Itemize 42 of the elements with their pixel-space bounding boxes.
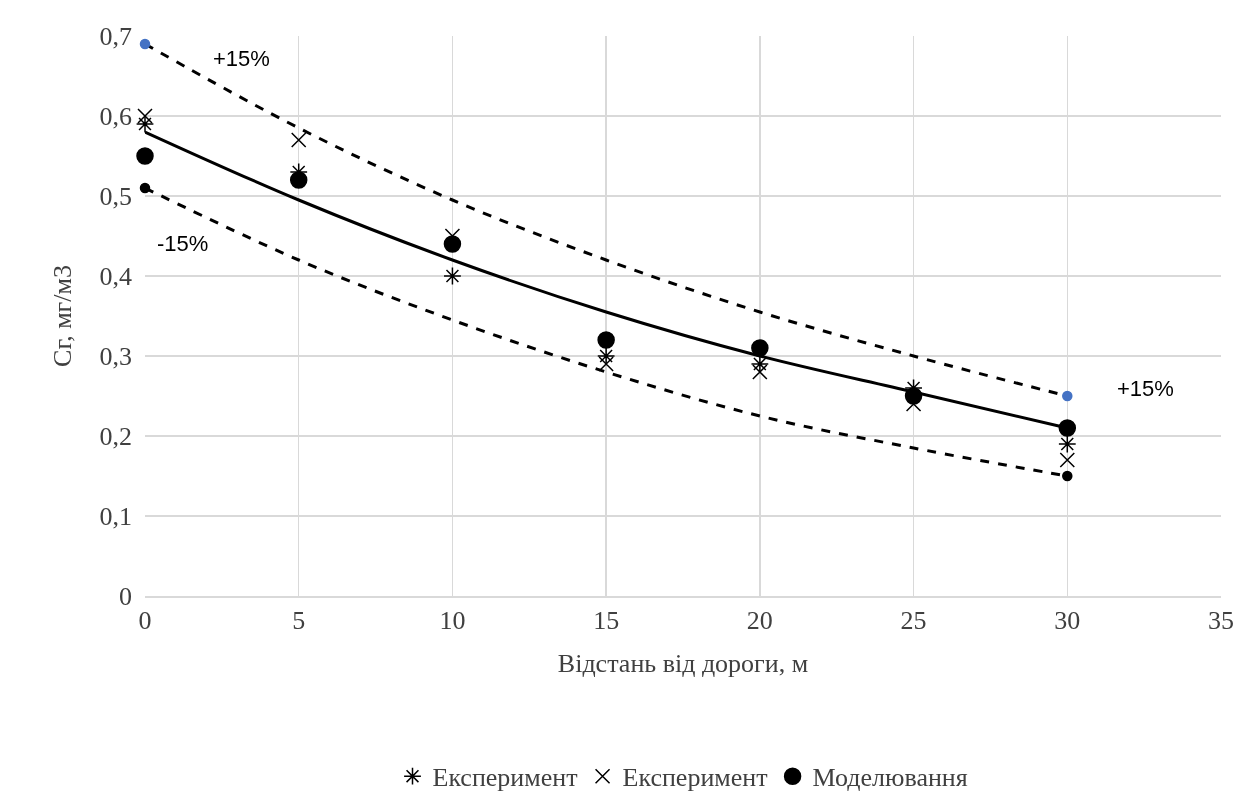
point <box>750 354 770 374</box>
legend-label: Експеримент <box>622 763 768 793</box>
point <box>751 339 769 357</box>
point <box>1059 452 1076 468</box>
legend-label: Експеримент <box>432 763 578 793</box>
annotation: +15% <box>1117 376 1174 401</box>
point <box>289 171 308 189</box>
x-axis-title: Відстань від дороги, м <box>557 649 809 679</box>
y-tick-label: 0,4 <box>99 262 132 292</box>
point <box>597 331 615 349</box>
x-tick-label: 5 <box>292 605 306 635</box>
x-tick-label: 10 <box>439 605 466 635</box>
point <box>752 364 768 380</box>
point <box>136 147 154 165</box>
point <box>290 132 307 148</box>
legend-label: Моделювання <box>812 763 968 793</box>
point <box>1062 470 1073 482</box>
point <box>598 356 614 372</box>
x-tick-label: 35 <box>1208 605 1234 635</box>
point <box>139 38 151 50</box>
y-tick-label: 0,6 <box>99 102 132 132</box>
y-tick-label: 0,7 <box>99 22 132 52</box>
y-tick-label: 0,1 <box>99 502 132 532</box>
x-tick-label: 0 <box>138 605 152 635</box>
annotation: -15% <box>157 231 209 256</box>
y-tick-label: 0,5 <box>99 182 132 212</box>
point <box>1058 434 1077 454</box>
point <box>443 235 462 253</box>
point <box>596 346 616 366</box>
x-tick-label: 30 <box>1054 605 1081 635</box>
x-tick-label: 20 <box>746 605 773 635</box>
point <box>137 108 153 124</box>
y-tick-label: 0,2 <box>99 422 132 452</box>
annotation: +15% <box>213 46 270 71</box>
y-tick-label: 0 <box>119 582 132 612</box>
point <box>1062 390 1073 402</box>
y-tick-label: 0,3 <box>99 342 132 372</box>
y-axis-title: Сг, мг/м3 <box>47 265 77 367</box>
point <box>443 266 462 286</box>
point <box>139 182 151 194</box>
x-tick-label: 25 <box>900 605 927 635</box>
x-tick-label: 15 <box>593 605 620 635</box>
